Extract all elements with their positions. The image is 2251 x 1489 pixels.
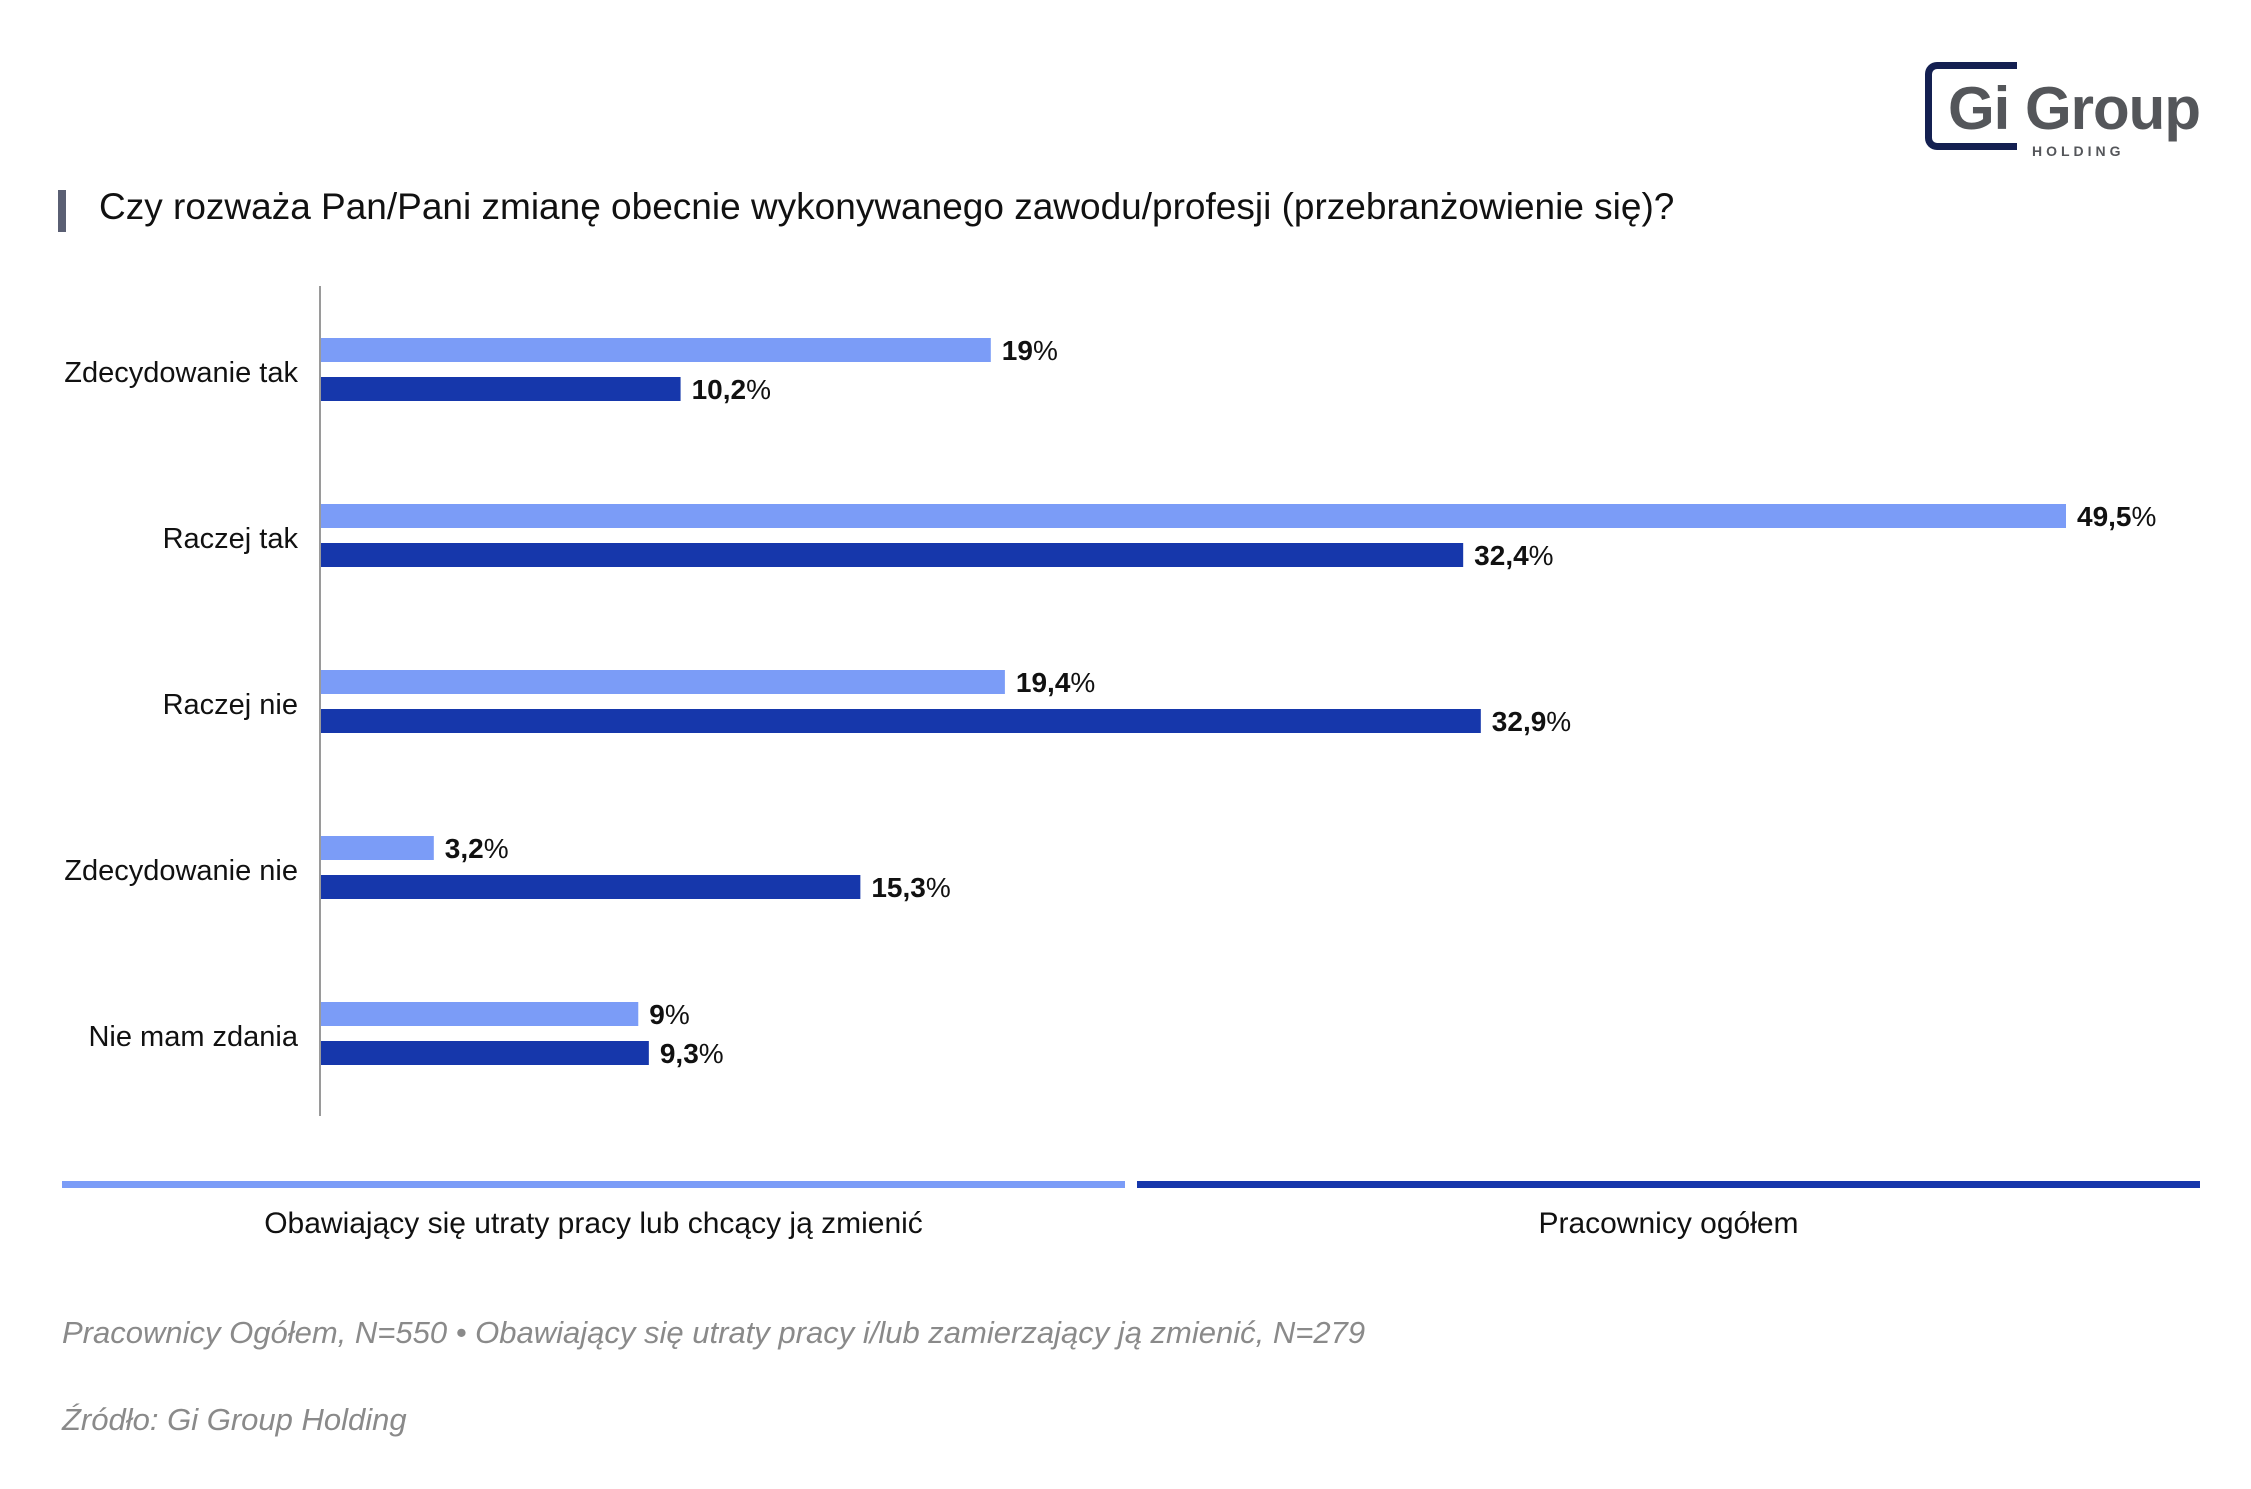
bar [321,377,681,401]
data-label: 3,2% [445,833,509,864]
bar [321,1002,639,1026]
data-label: 10,2% [692,374,771,405]
logo-subtitle: HOLDING [2032,143,2125,159]
legend-swatch-series-1 [62,1181,1125,1188]
category-label: Raczej nie [163,689,298,721]
logo-text: Gi Group [1948,75,2201,142]
legend-swatch-series-2 [1137,1181,2200,1188]
bar [321,670,1005,694]
bar [321,875,861,899]
title-accent-bar [58,190,66,232]
legend-label-series-1: Obawiający się utraty pracy lub chcący j… [264,1207,923,1240]
bar [321,504,2066,528]
source-note: Źródło: Gi Group Holding [62,1402,407,1437]
sample-note: Pracownicy Ogółem, N=550 • Obawiający si… [62,1315,1366,1350]
category-label: Raczej tak [163,523,299,555]
data-label: 15,3% [871,872,950,903]
data-label: 9% [649,999,689,1030]
gi-group-logo: Gi Group HOLDING [1925,58,2205,168]
bar [321,338,991,362]
data-label: 19% [1002,335,1058,366]
bar-chart: Zdecydowanie tak 19% 10,2% Raczej tak 49,5% 3… [64,286,2156,1116]
category-label: Zdecydowanie tak [64,357,298,389]
category-label: Nie mam zdania [88,1021,298,1053]
logo-frame-icon [1925,62,2017,150]
bar [321,543,1464,567]
bar [321,1041,649,1065]
chart-title: Czy rozważa Pan/Pani zmianę obecnie wyko… [99,186,1675,227]
data-label: 19,4% [1016,667,1095,698]
data-label: 32,4% [1474,540,1553,571]
data-label: 49,5% [2077,501,2156,532]
bar [321,709,1481,733]
legend-label-series-2: Pracownicy ogółem [1538,1207,1799,1240]
category-label: Zdecydowanie nie [64,855,298,887]
bar [321,836,434,860]
data-label: 9,3% [660,1038,724,1069]
data-label: 32,9% [1492,706,1571,737]
logo-frame-top [1975,62,2017,69]
